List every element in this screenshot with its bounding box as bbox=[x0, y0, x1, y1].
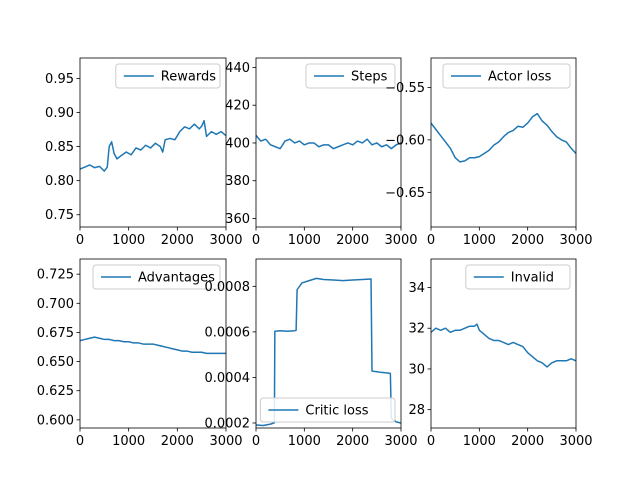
x-tick-label: 3000 bbox=[209, 434, 242, 449]
x-tick-label: 1000 bbox=[288, 434, 321, 449]
x-tick-label: 2000 bbox=[336, 434, 369, 449]
series-line-0 bbox=[80, 119, 226, 172]
x-tick-label: 0 bbox=[252, 233, 260, 248]
y-tick-label: −0.55 bbox=[385, 81, 425, 96]
y-tick-label: 0.700 bbox=[37, 297, 74, 312]
legend: Actor loss bbox=[442, 63, 571, 89]
y-tick-label: 0.95 bbox=[45, 72, 74, 87]
legend-box bbox=[442, 63, 571, 89]
x-tick-label: 1000 bbox=[112, 434, 145, 449]
x-tick-label: 2000 bbox=[511, 233, 544, 248]
y-tick-label: 400 bbox=[225, 136, 250, 151]
axes-frame bbox=[430, 57, 577, 228]
x-tick-label: 2000 bbox=[161, 233, 194, 248]
axes-frame bbox=[79, 258, 227, 429]
legend-label: Steps bbox=[351, 70, 388, 85]
y-tick-label: 0.725 bbox=[37, 268, 74, 283]
subplot-3: 0 1000 2000 3000 −0.65 −0.60 −0.55 Actor loss bbox=[385, 57, 593, 248]
legend-label: Actor loss bbox=[488, 70, 552, 85]
y-tick-label: 420 bbox=[225, 99, 250, 114]
y-tick-label: 0.90 bbox=[45, 106, 74, 121]
x-tick-label: 1000 bbox=[288, 233, 321, 248]
y-tick-label: −0.65 bbox=[385, 186, 425, 201]
x-tick-label: 3000 bbox=[559, 434, 592, 449]
x-tick-label: 3000 bbox=[559, 233, 592, 248]
legend: Rewards bbox=[115, 63, 221, 89]
y-tick-label: −0.60 bbox=[385, 133, 425, 148]
y-tick-label: 28 bbox=[408, 403, 425, 418]
y-tick-label: 30 bbox=[408, 362, 425, 377]
series-line-0 bbox=[80, 336, 226, 355]
x-tick-label: 2000 bbox=[511, 434, 544, 449]
y-tick-label: 0.0006 bbox=[205, 325, 251, 340]
x-tick-label: 3000 bbox=[384, 233, 417, 248]
y-tick-label: 440 bbox=[225, 61, 250, 76]
axes-frame bbox=[255, 258, 402, 429]
x-tick-label: 0 bbox=[252, 434, 260, 449]
x-tick-label: 3000 bbox=[209, 233, 242, 248]
x-tick-label: 1000 bbox=[112, 233, 145, 248]
series-line-0 bbox=[256, 134, 401, 150]
series-line-0 bbox=[256, 277, 401, 427]
legend-label: Advantages bbox=[138, 271, 215, 286]
legend: Invalid bbox=[465, 264, 571, 290]
y-tick-label: 360 bbox=[225, 212, 250, 227]
legend-box bbox=[305, 63, 396, 89]
y-tick-label: 0.600 bbox=[37, 413, 74, 428]
y-tick-label: 0.75 bbox=[45, 208, 74, 223]
y-tick-label: 0.80 bbox=[45, 174, 74, 189]
x-tick-label: 3000 bbox=[384, 434, 417, 449]
legend-box bbox=[465, 264, 571, 290]
subplot-5: 0 1000 2000 3000 0.0002 0.0004 0.0006 0.0008 Cri… bbox=[205, 258, 418, 449]
subplot-6: 0 1000 2000 3000 28 30 32 34 Invalid bbox=[408, 258, 593, 449]
axes-frame bbox=[255, 57, 402, 228]
x-tick-label: 2000 bbox=[336, 233, 369, 248]
legend: Advantages bbox=[92, 264, 221, 290]
legend-box bbox=[92, 264, 221, 290]
x-tick-label: 0 bbox=[427, 233, 435, 248]
y-tick-label: 0.625 bbox=[37, 384, 74, 399]
x-tick-label: 0 bbox=[76, 233, 84, 248]
y-tick-label: 0.0004 bbox=[205, 371, 251, 386]
legend-label: Invalid bbox=[511, 271, 554, 286]
subplot-4: 0 1000 2000 3000 0.600 0.625 0.650 0.675 0.700 0.… bbox=[37, 258, 243, 449]
y-tick-label: 0.650 bbox=[37, 355, 74, 370]
legend: Critic loss bbox=[259, 397, 396, 423]
y-tick-label: 0.0002 bbox=[205, 416, 251, 431]
legend-box bbox=[259, 397, 396, 423]
y-tick-label: 0.85 bbox=[45, 140, 74, 155]
x-tick-label: 2000 bbox=[161, 434, 194, 449]
subplot-1: 0 1000 2000 3000 0.75 0.80 0.85 0.90 0.95 Rewards bbox=[45, 57, 243, 248]
axes-frame bbox=[79, 57, 227, 228]
legend: Steps bbox=[305, 63, 396, 89]
y-tick-label: 34 bbox=[408, 281, 425, 296]
x-tick-label: 0 bbox=[76, 434, 84, 449]
y-tick-label: 380 bbox=[225, 174, 250, 189]
legend-label: Critic loss bbox=[305, 404, 368, 419]
legend-box bbox=[115, 63, 221, 89]
subplot-2: 0 1000 2000 3000 360 380 400 420 440 Steps bbox=[225, 57, 418, 248]
series-line-0 bbox=[431, 323, 576, 368]
axes-frame bbox=[430, 258, 577, 429]
legend-label: Rewards bbox=[161, 70, 216, 85]
x-tick-label: 0 bbox=[427, 434, 435, 449]
y-tick-label: 0.675 bbox=[37, 326, 74, 341]
y-tick-label: 32 bbox=[408, 322, 425, 337]
series-line-0 bbox=[431, 112, 576, 163]
x-tick-label: 1000 bbox=[463, 434, 496, 449]
x-tick-label: 1000 bbox=[463, 233, 496, 248]
y-tick-label: 0.0008 bbox=[205, 280, 251, 295]
